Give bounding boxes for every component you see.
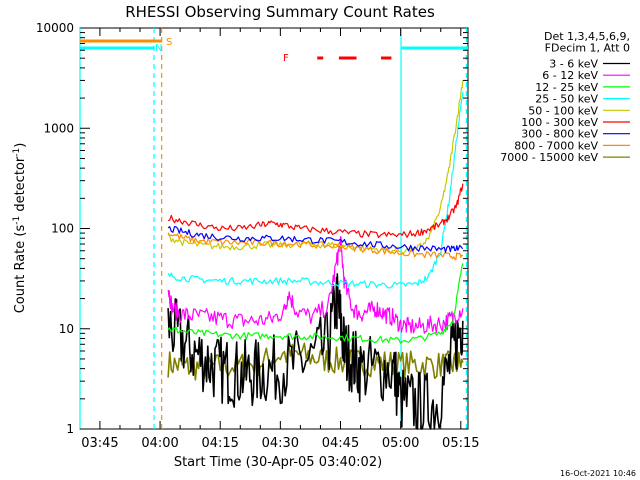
legend-header-0: Det 1,3,4,5,6,9, (544, 30, 630, 43)
x-tick-label-3: 04:30 (262, 436, 299, 451)
flag-layer: SN F (79, 28, 468, 429)
legend-label-4: 50 - 100 keV (528, 104, 598, 117)
x-axis-ticks: 03:45 04:00 04:15 04:30 04:45 05:00 05:15 (81, 28, 480, 451)
x-tick-label-0: 03:45 (81, 436, 118, 451)
series-line-0 (167, 273, 464, 430)
legend-label-6: 300 - 800 keV (521, 128, 598, 141)
x-tick-label-2: 04:15 (201, 436, 238, 451)
series-1 (167, 236, 464, 334)
chart-title: RHESSI Observing Summary Count Rates (125, 3, 435, 21)
x-tick-label-5: 05:00 (382, 436, 419, 451)
series-4 (167, 80, 464, 254)
legend-label-8: 7000 - 15000 keV (500, 151, 598, 164)
x-axis-label: Start Time (30-Apr-05 03:40:02) (174, 455, 382, 470)
series-3 (167, 91, 464, 289)
series-7 (167, 232, 464, 261)
y-axis-ticks: 1 10 100 1000 10000 (36, 21, 468, 436)
y-axis-label: Count Rate (s-1 detector-1) (12, 143, 28, 314)
date-stamp: 16-Oct-2021 10:46 (560, 469, 636, 478)
y-tick-label-0: 1 (66, 422, 74, 436)
series-line-1 (167, 236, 464, 334)
flare-flag-label: F (283, 53, 289, 64)
legend-label-1: 6 - 12 keV (542, 69, 598, 82)
series-8 (167, 342, 464, 381)
legend: Det 1,3,4,5,6,9,FDecim 1, Att 0 3 - 6 keV… (500, 30, 630, 164)
night-flag-label: N (155, 43, 162, 54)
series-6 (167, 226, 464, 253)
legend-header-1: FDecim 1, Att 0 (545, 42, 630, 55)
series-0 (167, 273, 464, 430)
series-line-2 (167, 263, 464, 344)
series-line-6 (167, 226, 464, 253)
legend-label-2: 12 - 25 keV (535, 81, 598, 94)
y-tick-label-1: 10 (59, 322, 74, 336)
series-line-8 (167, 342, 464, 381)
series-2 (167, 263, 464, 344)
legend-label-3: 25 - 50 keV (535, 93, 598, 106)
series-line-3 (167, 91, 464, 289)
y-tick-label-4: 10000 (36, 21, 74, 35)
series-line-4 (167, 80, 464, 254)
y-tick-label-3: 1000 (43, 121, 74, 135)
series-layer (167, 80, 464, 430)
x-tick-label-4: 04:45 (322, 436, 359, 451)
series-line-7 (167, 232, 464, 261)
saa-flag-label: S (166, 37, 172, 48)
legend-label-0: 3 - 6 keV (549, 58, 598, 71)
legend-label-5: 100 - 300 keV (521, 116, 598, 129)
legend-label-7: 800 - 7000 keV (514, 139, 598, 152)
y-tick-label-2: 100 (51, 222, 74, 236)
series-5 (167, 183, 464, 239)
x-tick-label-1: 04:00 (141, 436, 178, 451)
x-tick-label-6: 05:15 (442, 436, 479, 451)
series-line-5 (167, 183, 464, 239)
